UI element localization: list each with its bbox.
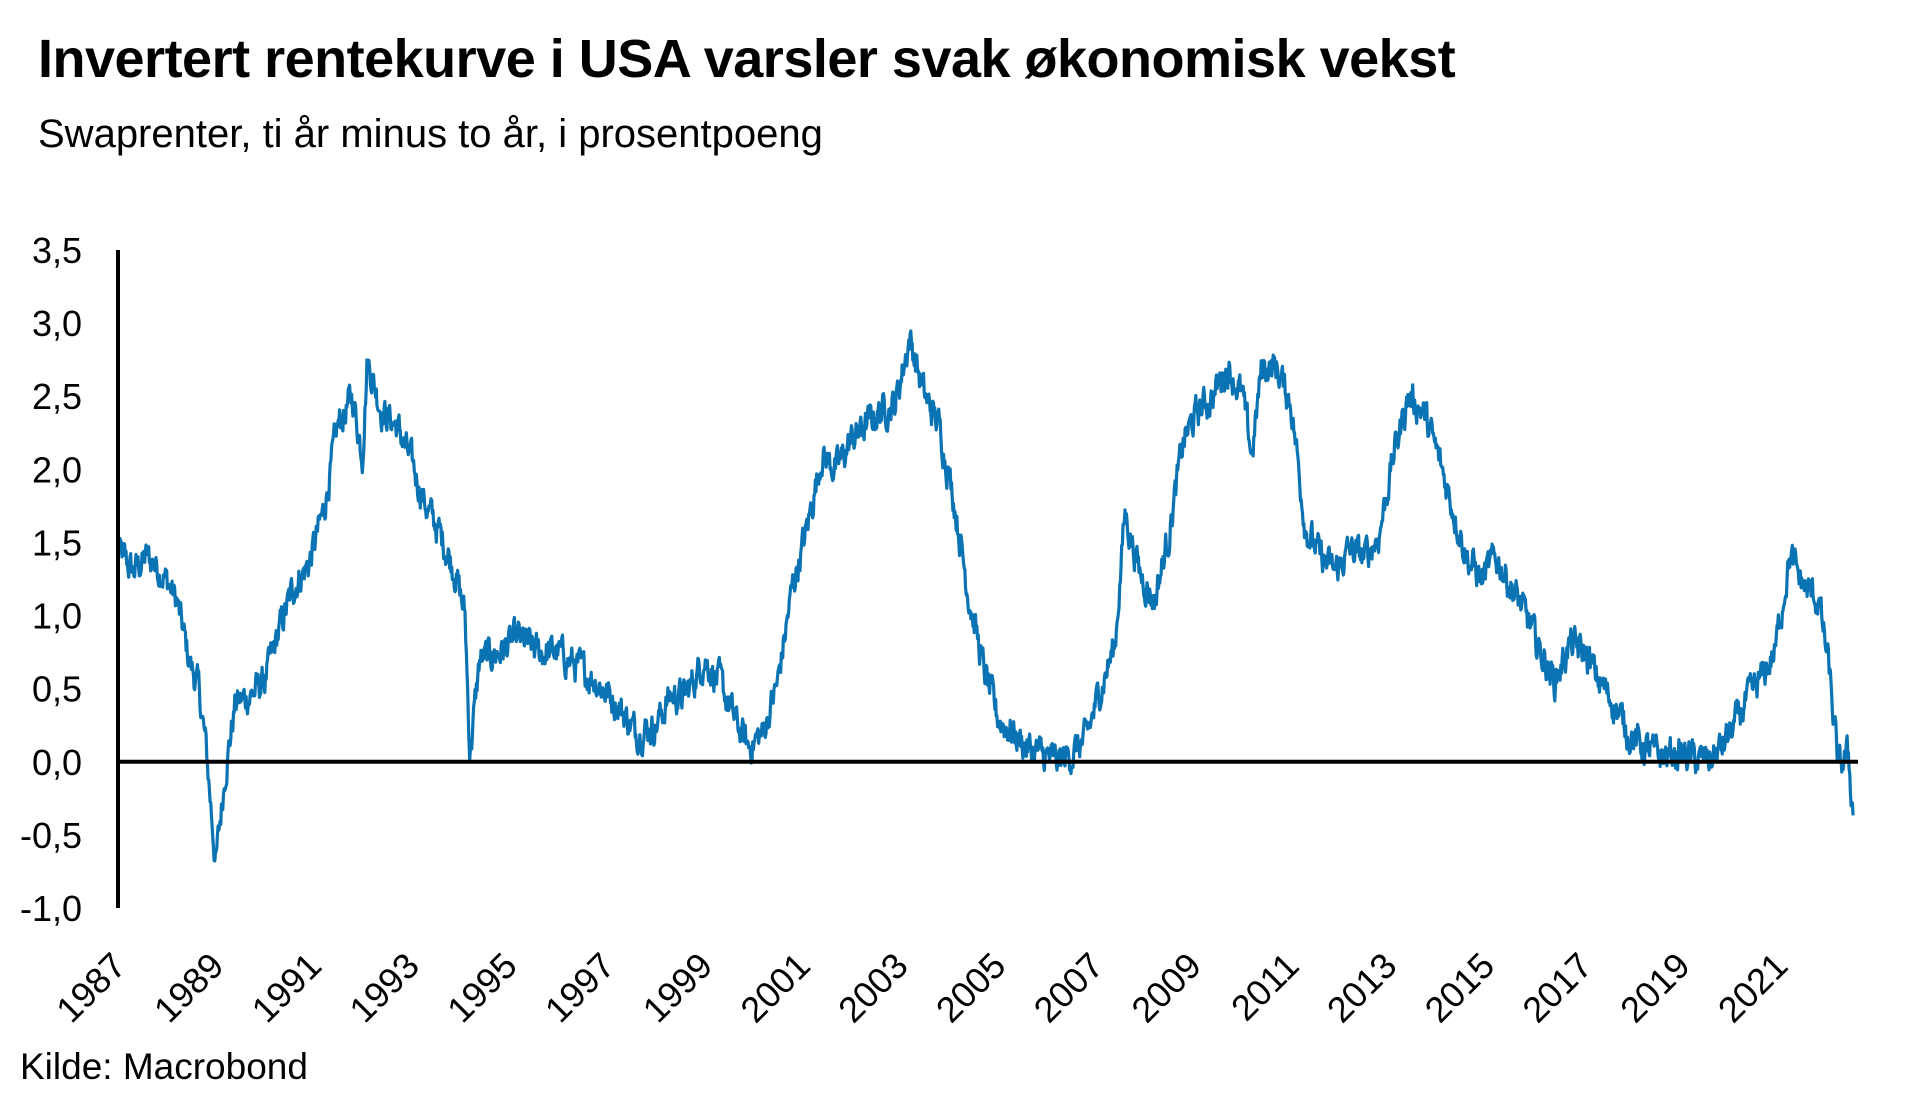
x-tick-label: 2007 (1026, 945, 1112, 1031)
y-tick-label: 0,0 (32, 742, 82, 783)
chart-title: Invertert rentekurve i USA varsler svak … (38, 29, 1456, 89)
y-tick-label: 1,0 (32, 596, 82, 637)
x-tick-label: 2015 (1417, 945, 1503, 1031)
x-tick-label: 1995 (439, 945, 525, 1031)
plot-series (116, 329, 1855, 863)
y-tick-label: 3,5 (32, 230, 82, 271)
x-tick-label: 2017 (1514, 945, 1600, 1031)
axes (116, 250, 1858, 908)
y-tick-label: 1,5 (32, 522, 82, 563)
y-tick-label: -1,0 (20, 888, 82, 929)
x-tick-label: 1993 (341, 945, 427, 1031)
x-tick-label: 1987 (48, 945, 134, 1031)
chart-subtitle: Swaprenter, ti år minus to år, i prosent… (38, 112, 823, 156)
x-tick-label: 1989 (146, 945, 232, 1031)
series-line (116, 329, 1855, 863)
y-tick-label: 2,0 (32, 449, 82, 490)
x-tick-label: 1999 (635, 945, 721, 1031)
x-tick-label: 2001 (732, 945, 818, 1031)
x-tick-label: 2005 (928, 945, 1014, 1031)
y-tick-label: -0,5 (20, 815, 82, 856)
x-tick-label: 1991 (244, 945, 330, 1031)
y-tick-label: 3,0 (32, 303, 82, 344)
x-tick-label: 2009 (1123, 945, 1209, 1031)
x-tick-label: 2019 (1612, 945, 1698, 1031)
x-tick-label: 2003 (830, 945, 916, 1031)
source-note: Kilde: Macrobond (20, 1046, 308, 1087)
y-tick-label: 0,5 (32, 669, 82, 710)
y-tick-label: 2,5 (32, 376, 82, 417)
x-tick-label: 2011 (1223, 945, 1307, 1029)
y-tick-labels: -1,0 -0,5 0,0 0,5 1,0 1,5 2,0 2,5 3,0 3,5 (20, 230, 82, 929)
x-tick-label: 1997 (537, 945, 623, 1031)
x-tick-label: 2021 (1710, 945, 1796, 1031)
x-tick-label: 2013 (1319, 945, 1405, 1031)
x-tick-labels: 1987 1989 1991 1993 1995 1997 1999 2001 2003 2005… (48, 945, 1795, 1031)
